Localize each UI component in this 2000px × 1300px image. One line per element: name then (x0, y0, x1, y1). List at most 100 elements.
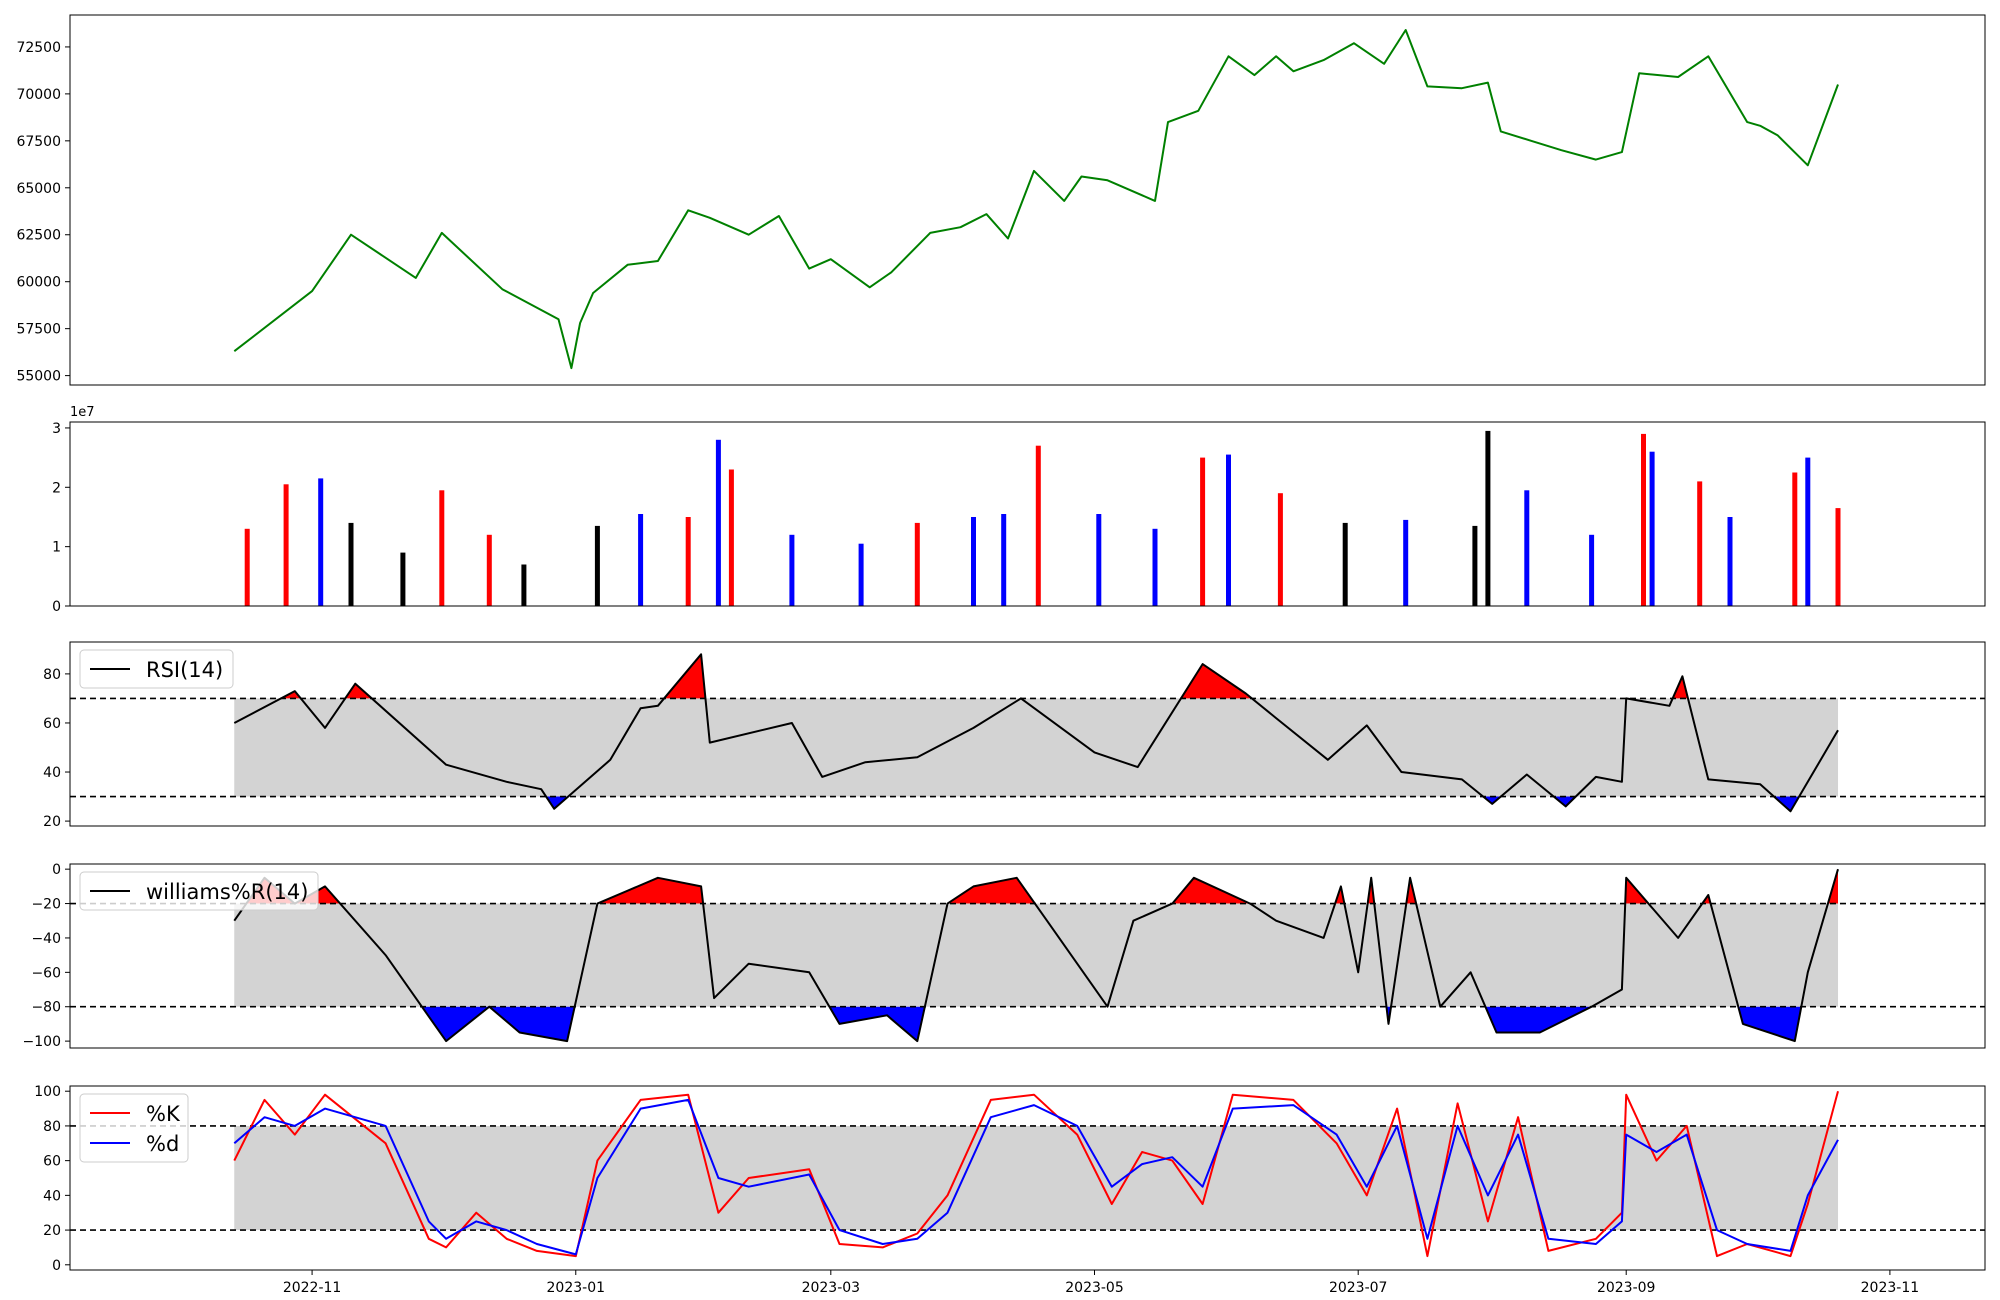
volume-bar (914, 522, 920, 606)
rsi-panel: 20 40 60 80 RSI(14) (43, 641, 1986, 830)
williams-legend-box (79, 871, 319, 911)
williams-y-tick-label: −60 (31, 965, 61, 981)
volume-bar (1641, 433, 1646, 606)
volume-y-tick-label: 0 (52, 599, 61, 615)
rsi-y-tick-label: 80 (43, 667, 61, 683)
rsi-y-axis: 20 40 60 80 (43, 667, 70, 830)
volume-bar (1589, 534, 1595, 606)
rsi-y-tick-label: 60 (43, 716, 61, 732)
stochastic-y-axis: 0 20 40 60 80 100 (34, 1084, 70, 1274)
volume-bar (1001, 514, 1007, 606)
volume-bar (789, 534, 795, 606)
williams-y-axis: −100 −80 −60 −40 −20 0 (23, 862, 70, 1050)
volume-bar (1524, 490, 1530, 606)
k-legend-label: %K (146, 1102, 181, 1126)
volume-bar (1835, 508, 1841, 606)
price-panel: 55000 57500 60000 62500 65000 67500 70000 72500 (16, 14, 1986, 386)
williams-band (234, 903, 1839, 1007)
stochastic-y-tick-label: 60 (43, 1154, 61, 1170)
price-y-tick-label: 65000 (16, 181, 61, 197)
volume-y-axis: 0 1 2 3 (52, 421, 70, 615)
williams-y-tick-label: 0 (52, 862, 61, 878)
volume-bar (1226, 454, 1231, 606)
volume-bar (1342, 522, 1348, 606)
volume-bar (1485, 430, 1491, 606)
volume-bar (486, 534, 492, 606)
volume-bar (1200, 457, 1206, 606)
volume-scale-label: 1e7 (70, 405, 95, 420)
stochastic-y-tick-label: 0 (52, 1258, 61, 1274)
volume-y-tick-label: 1 (52, 540, 61, 556)
volume-bar (244, 528, 250, 606)
volume-bar (1697, 481, 1703, 606)
price-y-tick-label: 70000 (16, 87, 61, 103)
rsi-frame (69, 641, 1986, 827)
volume-bar (685, 517, 691, 606)
price-y-axis: 55000 57500 60000 62500 65000 67500 70000 72500 (16, 40, 70, 385)
stochastic-panel: 0 20 40 60 80 100 %K %d 2022-11 2023-01 2023-03… (34, 1084, 1986, 1296)
stochastic-legend: %K %d (79, 1093, 189, 1163)
rsi-legend-box (79, 649, 234, 689)
rsi-overbought-fill (345, 683, 372, 699)
volume-bar (348, 522, 354, 606)
price-y-tick-label: 57500 (16, 322, 61, 338)
x-tick-label: 2023-07 (1329, 1280, 1388, 1296)
price-y-tick-label: 55000 (16, 369, 61, 385)
volume-bar (1805, 457, 1811, 606)
price-y-tick-label: 62500 (16, 228, 61, 244)
volume-y-tick-label: 3 (52, 421, 61, 437)
williams-oversold-fill (421, 1006, 490, 1042)
williams-oversold-fill (829, 1006, 925, 1042)
volume-bar (1096, 514, 1102, 606)
volume-y-tick-label: 2 (52, 480, 61, 496)
williams-y-tick-label: −100 (23, 1034, 61, 1050)
williams-oversold-fill (489, 1006, 575, 1042)
williams-y-tick-label: −80 (31, 1000, 61, 1016)
stochastic-frame (69, 1085, 1986, 1271)
d-legend-label: %d (146, 1132, 179, 1156)
rsi-oversold-fill (1553, 796, 1576, 807)
volume-bar (1035, 445, 1041, 606)
stochastic-y-tick-label: 100 (34, 1084, 61, 1100)
rsi-legend: RSI(14) (79, 649, 234, 689)
volume-bar (728, 469, 734, 606)
price-line (233, 29, 1839, 370)
rsi-overbought-fill (1181, 664, 1252, 699)
williams-frame (69, 863, 1986, 1049)
williams-oversold-fill (1485, 1006, 1592, 1033)
rsi-oversold-fill (1774, 796, 1800, 812)
price-y-tick-label: 72500 (16, 40, 61, 56)
volume-bar (521, 564, 527, 606)
x-tick-label: 2023-05 (1065, 1280, 1124, 1296)
volume-bar (715, 439, 721, 606)
volume-bar (1792, 472, 1798, 606)
stochastic-line--d (233, 1098, 1839, 1256)
stochastic-y-tick-label: 20 (43, 1223, 61, 1239)
volume-panel: 0 1 2 3 1e7 (52, 405, 1986, 615)
rsi-oversold-fill (546, 796, 569, 809)
stochastic-plot (70, 1090, 1985, 1258)
volume-bar (858, 543, 864, 606)
stochastic-legend-box (79, 1093, 189, 1163)
price-y-tick-label: 67500 (16, 134, 61, 150)
volume-bar (1277, 493, 1283, 606)
volume-bar (439, 490, 445, 606)
x-tick-label: 2023-03 (802, 1280, 861, 1296)
williams-plot (70, 868, 1985, 1043)
rsi-plot (70, 653, 1985, 813)
stochastic-y-tick-label: 80 (43, 1119, 61, 1135)
rsi-line-rsi-14- (233, 653, 1839, 813)
williams-overbought-fill (947, 877, 1035, 904)
x-tick-label: 2022-11 (283, 1280, 342, 1296)
volume-bar (400, 552, 406, 606)
volume-bar (971, 517, 976, 606)
price-frame (69, 14, 1986, 386)
rsi-overbought-fill (1672, 676, 1688, 699)
williams-y-tick-label: −40 (31, 931, 61, 947)
volume-bar (1152, 528, 1158, 606)
williams-overbought-fill (597, 877, 704, 904)
williams-overbought-fill (1172, 877, 1251, 904)
volume-bar (283, 484, 289, 606)
